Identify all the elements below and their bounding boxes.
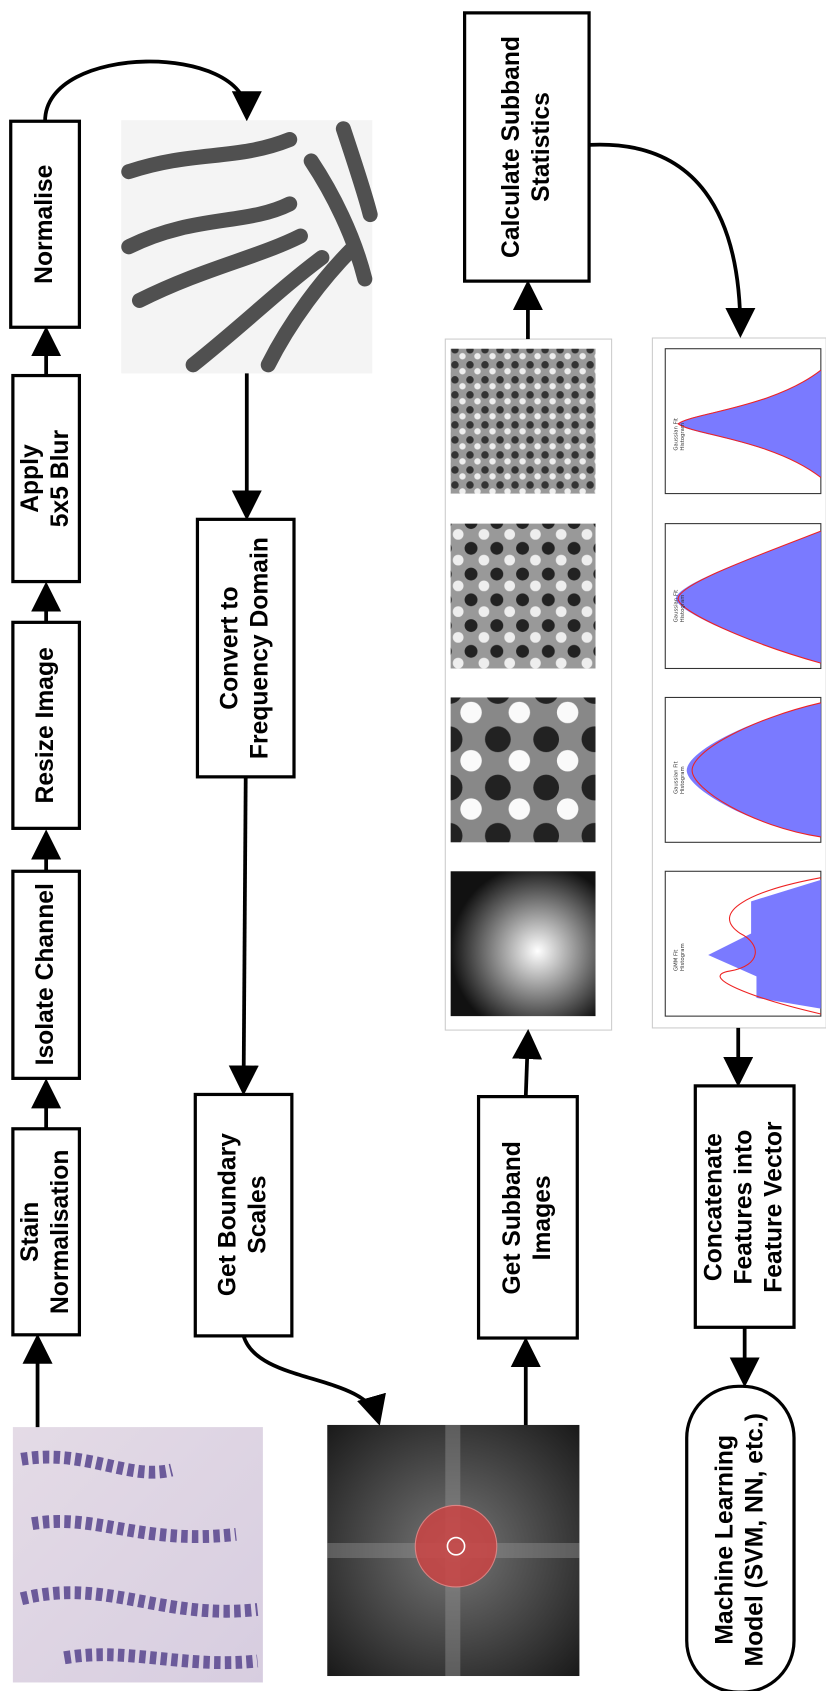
- label-line: Frequency Domain: [246, 537, 273, 759]
- legend-fit: Gaussian Fit: [673, 761, 679, 794]
- label-line: Resize Image: [32, 647, 59, 803]
- label-line: Calculate Subband: [497, 36, 524, 258]
- node-label: Isolate Channel: [32, 883, 59, 1065]
- label-line: Scales: [244, 1176, 271, 1254]
- legend-hist: Histogram: [680, 766, 686, 794]
- content: GMM Fit Histogram Gaussian Fit Histogram…: [11, 13, 826, 1691]
- subband-panel: [445, 339, 611, 1030]
- label-line: Normalise: [31, 165, 58, 284]
- label-line: Get Boundary: [214, 1133, 241, 1296]
- histogram: Gaussian Fit Histogram: [665, 697, 821, 842]
- blurred-image: [121, 120, 372, 373]
- legend-fit: Gaussian Fit: [673, 590, 679, 623]
- legend-hist: Histogram: [680, 943, 686, 971]
- arrow: [589, 145, 740, 331]
- node-label: Resize Image: [32, 647, 59, 803]
- node-label: Normalise: [31, 165, 58, 284]
- label-line: Machine Learning: [711, 1435, 738, 1645]
- input-image: [13, 1427, 263, 1682]
- label-line: Stain: [17, 1202, 44, 1262]
- arrow: [244, 777, 246, 1088]
- label-line: Get Subband: [498, 1141, 525, 1294]
- label-line: Normalisation: [47, 1150, 74, 1314]
- label-line: 5x5 Blur: [47, 430, 74, 528]
- diagram: GMM Fit Histogram Gaussian Fit Histogram…: [0, 0, 826, 1691]
- label-line: Images: [528, 1175, 555, 1260]
- label-line: Apply: [17, 444, 44, 513]
- legend-hist: Histogram: [680, 595, 686, 623]
- histogram: GMM Fit Histogram: [665, 871, 821, 1016]
- arrow: [244, 1336, 378, 1419]
- arrow: [45, 62, 247, 122]
- histogram-panel: GMM Fit Histogram Gaussian Fit Histogram…: [652, 338, 826, 1028]
- legend-fit: GMM Fit: [673, 950, 679, 971]
- label-line: Features into: [730, 1130, 757, 1285]
- label-line: Model (SVM, NN, etc.): [741, 1413, 768, 1666]
- label-line: Feature Vector: [760, 1121, 787, 1293]
- label-line: Concatenate: [700, 1133, 727, 1281]
- label-line: Statistics: [527, 92, 554, 202]
- histogram: Gaussian Fit Histogram: [665, 524, 821, 669]
- legend-fit: Gaussian Fit: [673, 418, 679, 451]
- arrow: [526, 1037, 528, 1097]
- label-line: Isolate Channel: [32, 883, 59, 1065]
- label-line: Convert to: [216, 586, 243, 709]
- histogram: Gaussian Fit Histogram: [665, 349, 821, 494]
- legend-hist: Histogram: [680, 423, 686, 451]
- fft-image: [327, 1425, 579, 1676]
